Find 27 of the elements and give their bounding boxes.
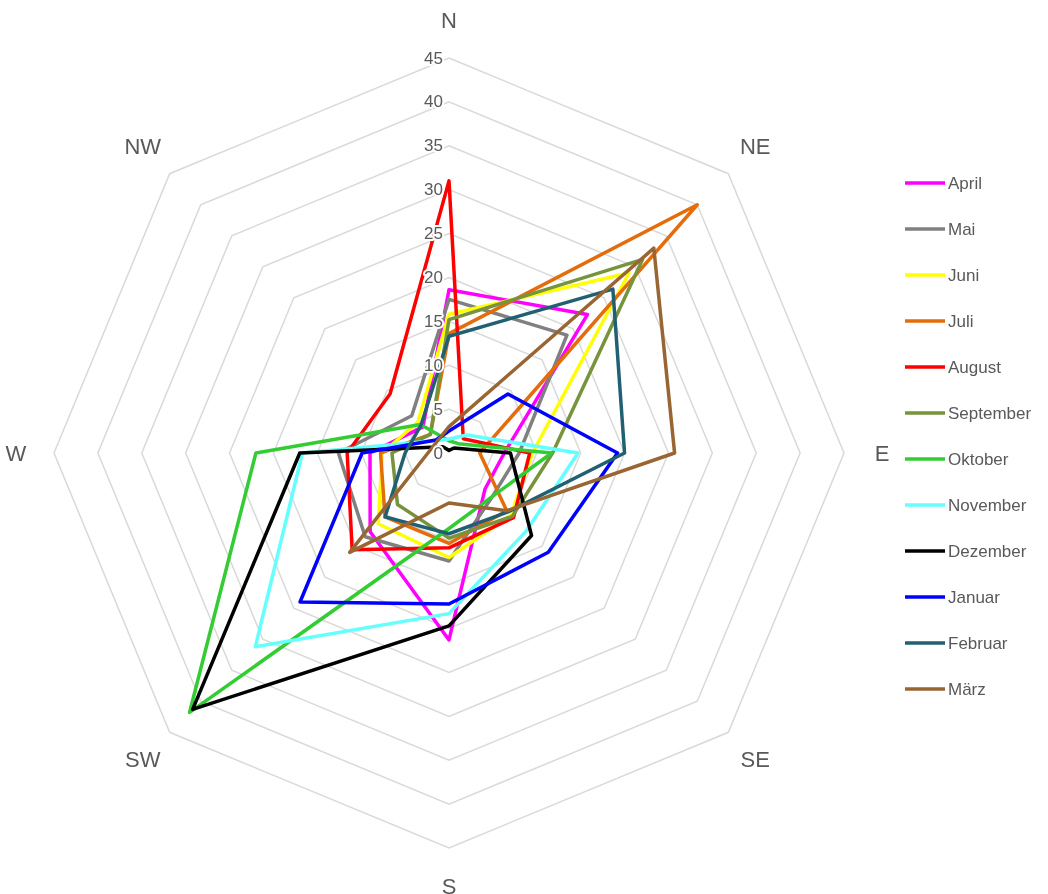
y-tick-label: 40 (424, 92, 443, 112)
legend-label: Dezember (948, 541, 1027, 561)
legend-label: Oktober (948, 449, 1009, 469)
legend-label: August (948, 357, 1002, 377)
legend-label: September (948, 403, 1032, 423)
spoke-label: N (441, 7, 457, 33)
spoke-label: SE (740, 746, 770, 772)
spoke-label: W (5, 440, 27, 466)
legend-label: April (948, 173, 983, 193)
y-tick-label: 10 (424, 355, 443, 375)
y-tick-label: 20 (424, 267, 443, 287)
legend-label: März (948, 679, 986, 699)
spoke-label: SW (125, 746, 161, 772)
y-tick-label: 45 (424, 48, 443, 68)
legend-label: Juni (948, 265, 980, 285)
y-tick-label: 0 (433, 443, 443, 463)
legend-label: Februar (948, 633, 1008, 653)
legend-label: Juli (948, 311, 974, 331)
spoke-label: NW (124, 134, 162, 160)
legend-label: November (948, 495, 1027, 515)
y-tick-label: 30 (424, 180, 443, 200)
spoke-label: NE (739, 134, 771, 160)
spoke-label: S (441, 873, 457, 894)
legend-label: Mai (948, 219, 976, 239)
y-tick-label: 35 (424, 136, 443, 156)
spoke-label: E (874, 440, 890, 466)
legend-label: Januar (948, 587, 1001, 607)
